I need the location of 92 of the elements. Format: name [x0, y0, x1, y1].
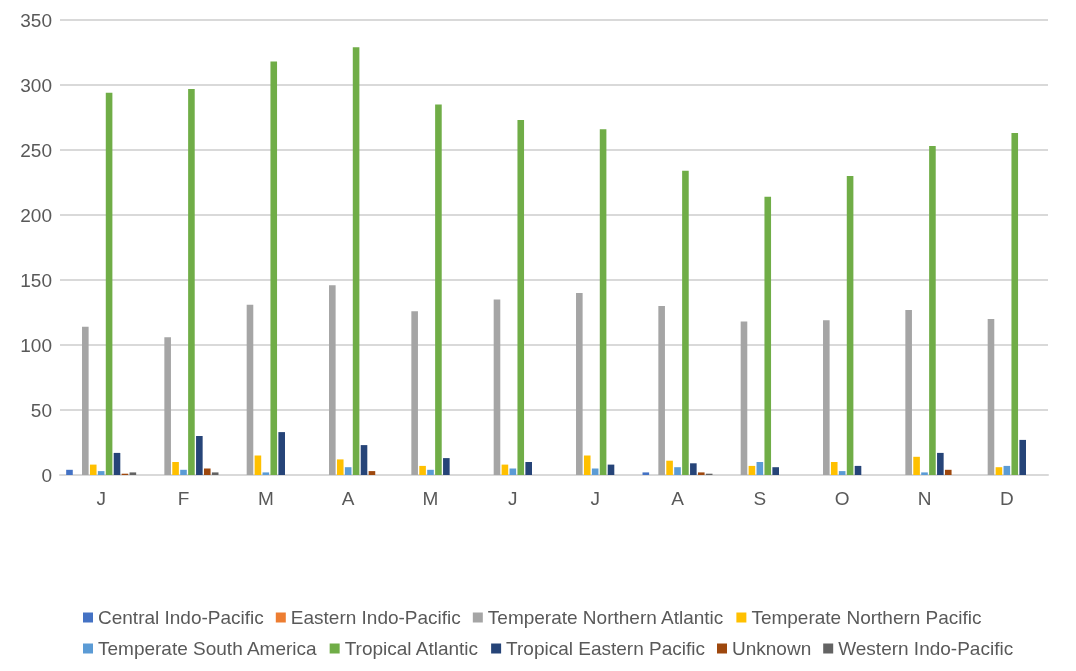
- legend-label: Temperate Northern Atlantic: [487, 607, 724, 628]
- bar: [203, 468, 211, 475]
- bar: [690, 463, 697, 475]
- bar: [113, 452, 121, 475]
- bar: [674, 467, 681, 475]
- bar: [262, 472, 270, 475]
- bar: [929, 146, 936, 475]
- bar: [666, 460, 673, 475]
- bar: [772, 467, 779, 475]
- bar: [1011, 133, 1019, 475]
- bar: [82, 326, 89, 475]
- bar: [583, 455, 591, 475]
- y-tick-label: 250: [20, 139, 52, 161]
- bar: [443, 458, 450, 475]
- legend-label: Temperate Northern Pacific: [751, 607, 982, 628]
- bar: [854, 465, 862, 475]
- x-tick-label: M: [257, 488, 274, 509]
- bar: [995, 467, 1003, 475]
- bar: [1019, 439, 1026, 475]
- bar: [435, 104, 442, 475]
- legend-label: Unknown: [731, 638, 812, 659]
- bar: [411, 311, 418, 475]
- x-tick-label: J: [96, 488, 106, 509]
- bar: [838, 471, 846, 475]
- bar: [493, 299, 501, 475]
- bar: [164, 337, 171, 475]
- bar: [344, 467, 352, 475]
- y-tick-label: 350: [20, 9, 52, 31]
- y-tick-label: 0: [41, 464, 52, 486]
- bar: [89, 464, 97, 475]
- bar: [905, 309, 912, 475]
- legend-label: Eastern Indo-Pacific: [290, 607, 461, 628]
- bar: [921, 472, 928, 475]
- x-tick-label: N: [917, 488, 932, 509]
- bar: [180, 469, 187, 475]
- bar: [352, 47, 360, 475]
- bar: [1003, 465, 1011, 475]
- bar: [196, 436, 203, 475]
- bar: [368, 471, 376, 475]
- bar: [846, 176, 854, 475]
- bar: [517, 120, 525, 475]
- x-tick-label: S: [753, 488, 767, 509]
- legend-label: Western Indo-Pacific: [838, 638, 1014, 659]
- bar: [278, 432, 285, 475]
- bar: [576, 293, 583, 475]
- bar: [697, 472, 705, 475]
- x-tick-label: D: [999, 488, 1014, 509]
- y-tick-label: 200: [20, 204, 52, 226]
- bar: [211, 472, 219, 475]
- x-tick-label: M: [422, 488, 439, 509]
- bar: [246, 304, 254, 475]
- bar: [642, 472, 650, 475]
- bar: [360, 445, 368, 475]
- y-tick-label: 50: [30, 399, 52, 421]
- y-tick-label: 300: [20, 74, 52, 96]
- bar: [764, 196, 772, 475]
- y-tick-label: 150: [20, 269, 52, 291]
- x-tick-label: O: [834, 488, 850, 509]
- bar: [823, 320, 830, 475]
- bar: [270, 61, 278, 475]
- legend-label: Temperate South America: [98, 638, 318, 659]
- bar: [756, 462, 764, 475]
- x-tick-label: J: [508, 488, 518, 509]
- bar: [329, 285, 336, 475]
- bar: [188, 88, 195, 475]
- bar: [97, 471, 105, 475]
- bar: [830, 462, 838, 475]
- bar: [748, 465, 756, 475]
- x-tick-label: A: [341, 488, 355, 509]
- legend-label: Tropical Atlantic: [344, 638, 479, 659]
- bar: [740, 321, 748, 475]
- bar: [682, 170, 689, 475]
- legend-label: Tropical Eastern Pacific: [506, 638, 705, 659]
- bar: [987, 319, 995, 475]
- bar: [427, 469, 434, 475]
- x-tick-label: F: [177, 488, 190, 509]
- bar: [913, 456, 920, 475]
- x-tick-label: A: [671, 488, 685, 509]
- y-tick-label: 100: [20, 334, 52, 356]
- x-tick-label: J: [590, 488, 600, 509]
- bar: [172, 462, 179, 475]
- bar: [419, 465, 426, 475]
- bar: [937, 452, 944, 475]
- bar: [658, 306, 665, 475]
- bar: [105, 92, 113, 475]
- bar: [599, 129, 607, 475]
- legend-label: Central Indo-Pacific: [98, 607, 264, 628]
- bar: [336, 459, 344, 475]
- bar: [944, 469, 952, 475]
- bar: [66, 469, 73, 475]
- bar: [129, 472, 137, 475]
- bar: [525, 462, 532, 475]
